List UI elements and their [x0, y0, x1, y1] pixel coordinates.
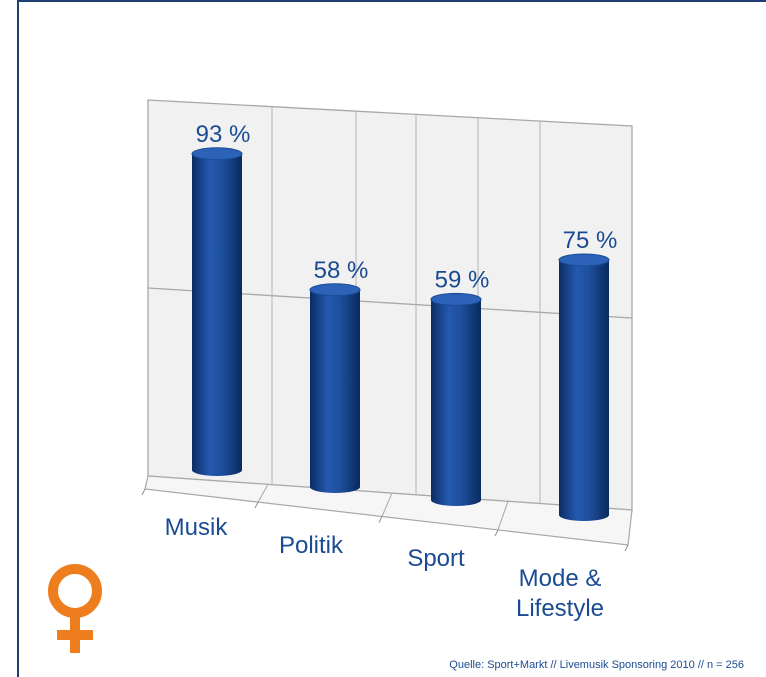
bar-body [559, 260, 609, 521]
axis-tick [254, 501, 259, 509]
bar-top [558, 253, 610, 267]
category-label: Politik [279, 532, 344, 559]
bar-politik [309, 283, 361, 493]
bar-body [192, 153, 242, 476]
chart-labels: 93 % 58 % 59 % 75 % Musik Politik Sport Mode & L… [165, 121, 618, 622]
data-label: 75 % [563, 227, 618, 254]
chart-bars [191, 147, 610, 521]
bar-body [310, 289, 360, 493]
bar-top [309, 283, 361, 297]
axis-tick [624, 544, 629, 552]
female-symbol-icon [48, 564, 102, 653]
axis-tick [378, 516, 383, 523]
bar-musik [191, 147, 243, 476]
source-note: Quelle: Sport+Markt // Livemusik Sponsor… [449, 659, 744, 671]
data-label: 93 % [196, 121, 251, 148]
category-label: Sport [407, 545, 465, 572]
floor-divider [381, 492, 393, 517]
bar-sport [430, 292, 482, 506]
bar-top [191, 147, 243, 161]
axis-tick [494, 529, 499, 537]
bar-body [431, 299, 481, 506]
axis-tick [141, 488, 146, 496]
data-label: 59 % [435, 266, 490, 293]
data-label: 58 % [314, 257, 369, 284]
bar-top [430, 292, 482, 306]
bar-mode-lifestyle [558, 253, 610, 521]
category-label: Musik [165, 514, 229, 541]
category-label: Mode & Lifestyle [516, 565, 604, 622]
floor-divider [257, 484, 269, 503]
floor-divider [497, 501, 509, 531]
